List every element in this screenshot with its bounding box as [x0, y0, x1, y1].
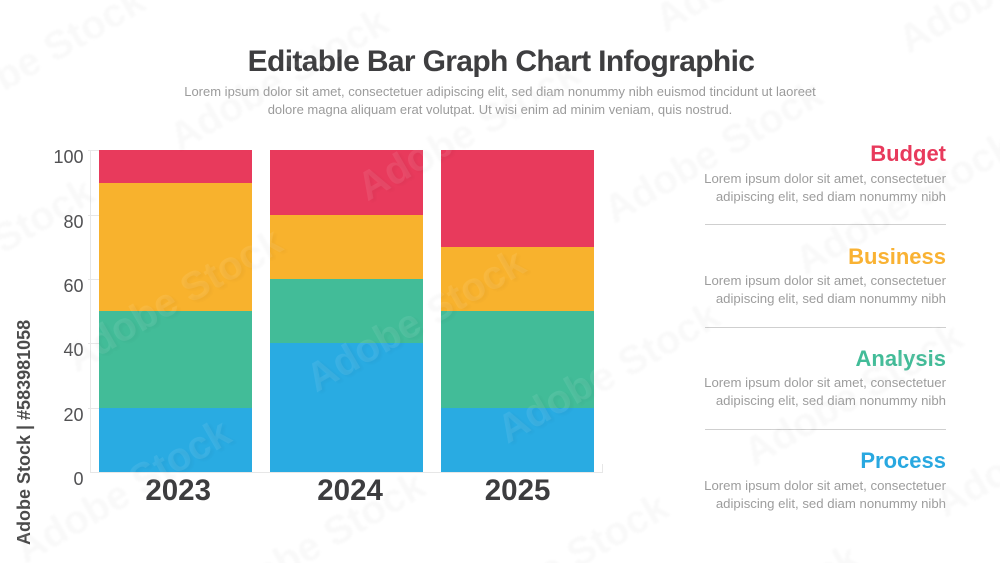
- svg-text:Adobe Stock: Adobe Stock: [648, 0, 882, 41]
- svg-text:Adobe Stock: Adobe Stock: [162, 0, 396, 160]
- svg-text:Adobe Stock: Adobe Stock: [0, 169, 102, 330]
- svg-text:Adobe Stock: Adobe Stock: [633, 535, 867, 563]
